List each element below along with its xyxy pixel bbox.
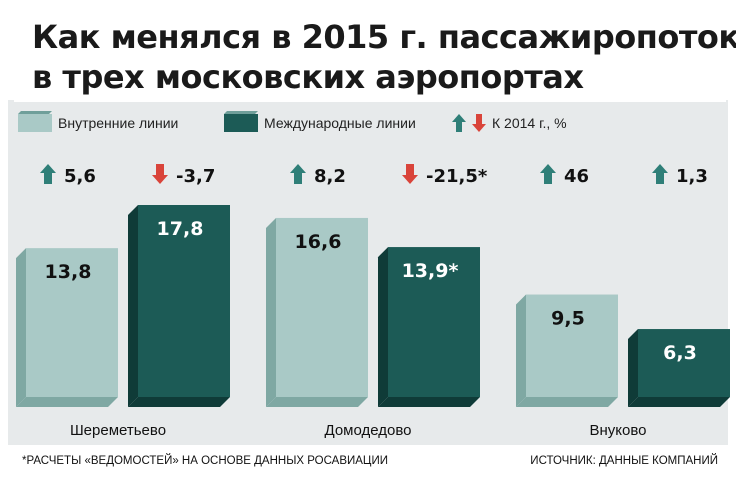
value-label-domestic-1: 16,6 [295, 231, 342, 253]
bar-side-international-2 [628, 329, 638, 407]
legend-label-domestic: Внутренние линии [58, 115, 179, 131]
title-background [14, 10, 726, 102]
arrow-up-icon [452, 114, 466, 132]
change-label-international-1: -21,5* [426, 166, 488, 187]
bar-domestic-0 [26, 248, 118, 397]
bar-side-international-0 [128, 205, 138, 407]
legend-swatch-international [224, 114, 258, 132]
bar-domestic-1 [276, 217, 368, 397]
legend-swatch-domestic [18, 114, 52, 132]
chart-title-line-1: Как менялся в 2015 г. пассажиропоток [32, 18, 736, 56]
bar-domestic-2 [526, 294, 618, 397]
legend-item-international: Международные линии [224, 112, 416, 134]
value-label-international-2: 6,3 [663, 342, 697, 364]
change-label-international-0: -3,7 [176, 166, 215, 187]
bar-bottom-domestic-0 [16, 397, 118, 407]
arrow-down-icon [472, 114, 486, 132]
legend-item-change: К 2014 г., % [452, 112, 567, 134]
change-arrow-up-domestic-0 [40, 164, 56, 184]
change-arrow-up-domestic-2 [540, 164, 556, 184]
change-arrow-up-domestic-1 [290, 164, 306, 184]
value-label-domestic-2: 9,5 [551, 308, 585, 330]
bar-bottom-international-0 [128, 397, 230, 407]
category-label-2: Внуково [589, 422, 646, 439]
category-label-0: Шереметьево [70, 422, 166, 439]
legend-item-domestic: Внутренние линии [18, 112, 178, 134]
change-arrow-up-international-2 [652, 164, 668, 184]
value-label-domestic-0: 13,8 [45, 261, 92, 283]
bar-bottom-domestic-2 [516, 397, 618, 407]
source-note: ИСТОЧНИК: ДАННЫЕ КОМПАНИЙ [530, 455, 718, 467]
value-label-international-0: 17,8 [157, 218, 204, 240]
bar-bottom-domestic-1 [266, 397, 368, 407]
bar-international-0 [138, 205, 230, 397]
change-label-domestic-2: 46 [564, 166, 589, 187]
change-arrow-down-international-0 [152, 164, 168, 184]
bar-international-2 [638, 329, 730, 397]
legend-label-change: К 2014 г., % [492, 115, 567, 131]
bar-side-domestic-1 [266, 217, 276, 407]
change-label-international-2: 1,3 [676, 166, 708, 187]
footnote: *РАСЧЕТЫ «ВЕДОМОСТЕЙ» НА ОСНОВЕ ДАННЫХ Р… [22, 455, 388, 467]
bar-international-1 [388, 247, 480, 397]
category-label-1: Домодедово [325, 422, 412, 439]
bar-bottom-international-1 [378, 397, 480, 407]
bar-side-domestic-0 [16, 248, 26, 407]
change-label-domestic-1: 8,2 [314, 166, 346, 187]
value-label-international-1: 13,9* [402, 260, 459, 282]
change-arrow-down-international-1 [402, 164, 418, 184]
bar-bottom-international-2 [628, 397, 730, 407]
change-label-domestic-0: 5,6 [64, 166, 96, 187]
title-block: Как менялся в 2015 г. пассажиропоток в т… [14, 10, 736, 102]
legend-label-international: Международные линии [264, 115, 416, 131]
bar-side-domestic-2 [516, 294, 526, 407]
bar-side-international-1 [378, 247, 388, 407]
chart-title-line-2: в трех московских аэропортах [32, 58, 584, 96]
